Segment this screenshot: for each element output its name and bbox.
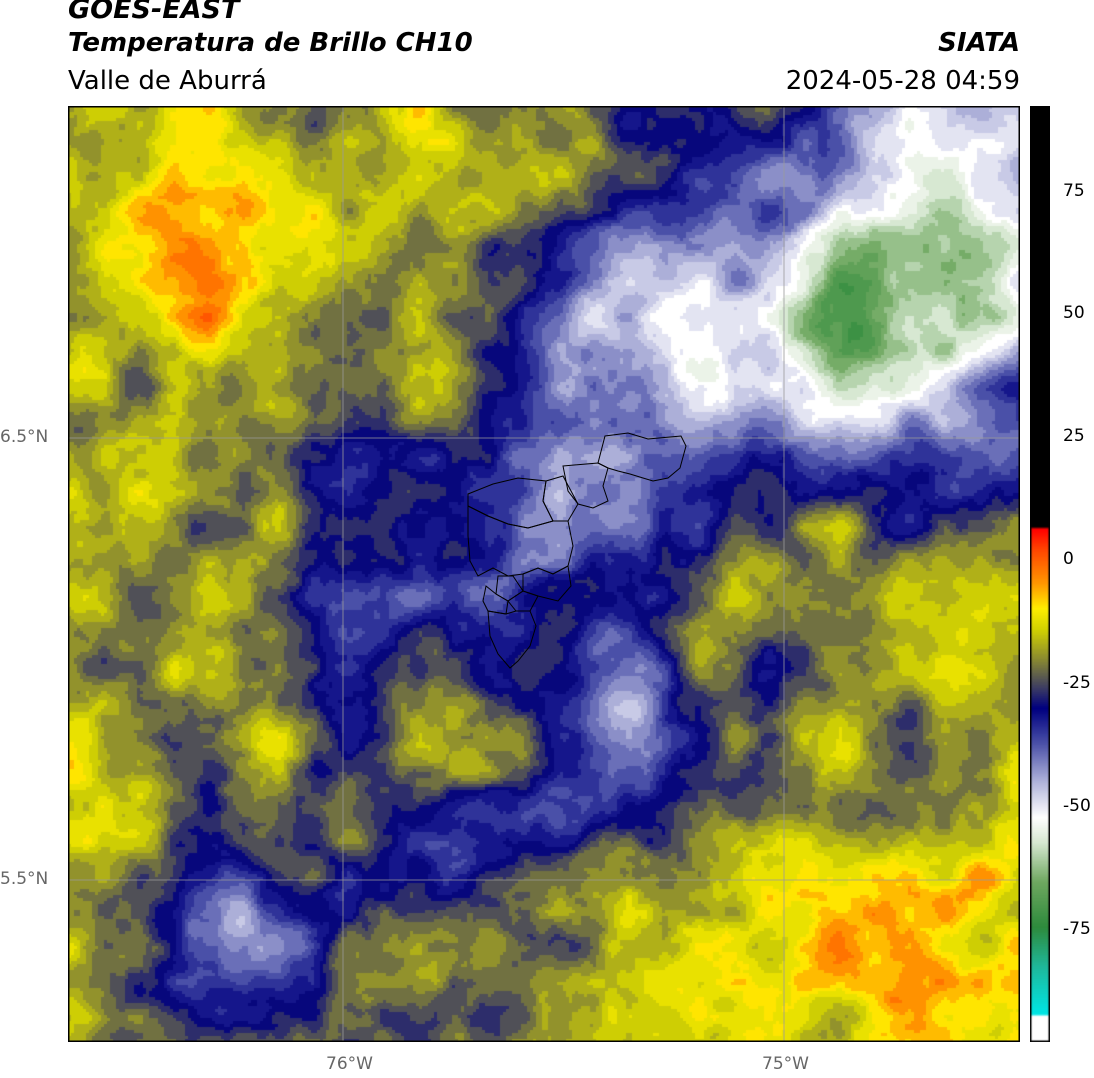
lat-label-5-5n: 5.5°N: [0, 869, 49, 889]
municipality-copacabana: [542, 475, 579, 522]
region-subtitle: Valle de Aburrá: [68, 66, 267, 96]
municipality-sabaneta: [507, 590, 539, 612]
datetime-label: 2024-05-28 04:59: [785, 66, 1020, 96]
brightness-temperature-map[interactable]: [68, 106, 1020, 1042]
lon-label-76w: 76°W: [326, 1054, 373, 1074]
municipality-la-estrella: [482, 585, 509, 615]
temperature-field: [68, 106, 1020, 1042]
colorbar-tick-75: 75: [1063, 181, 1085, 201]
municipality-boundaries: [467, 432, 687, 669]
satellite-title: GOES-EAST: [68, 0, 240, 25]
colorbar: [1030, 106, 1050, 1042]
colorbar-tick-minus75: -75: [1063, 919, 1091, 939]
lat-label-6-5n: 6.5°N: [0, 427, 49, 447]
colorbar-tick-50: 50: [1063, 303, 1085, 323]
municipality-medellin: [467, 505, 574, 577]
map-frame: [68, 106, 1020, 1042]
map-overlay: [68, 106, 1020, 1042]
municipality-itagui: [495, 575, 524, 602]
lon-label-75w: 75°W: [762, 1054, 809, 1074]
municipality-girardota: [562, 462, 609, 509]
colorbar-tick-minus50: -50: [1063, 796, 1091, 816]
colorbar-tick-minus25: -25: [1063, 673, 1091, 693]
colorbar-tick-25: 25: [1063, 426, 1085, 446]
municipality-caldas: [487, 610, 537, 669]
organization-label: SIATA: [938, 28, 1020, 58]
municipality-envigado: [522, 565, 572, 602]
municipality-barbosa: [597, 432, 687, 482]
colorbar-tick-0: 0: [1063, 549, 1074, 569]
product-title: Temperatura de Brillo CH10: [68, 28, 473, 58]
municipality-bello: [467, 477, 554, 529]
